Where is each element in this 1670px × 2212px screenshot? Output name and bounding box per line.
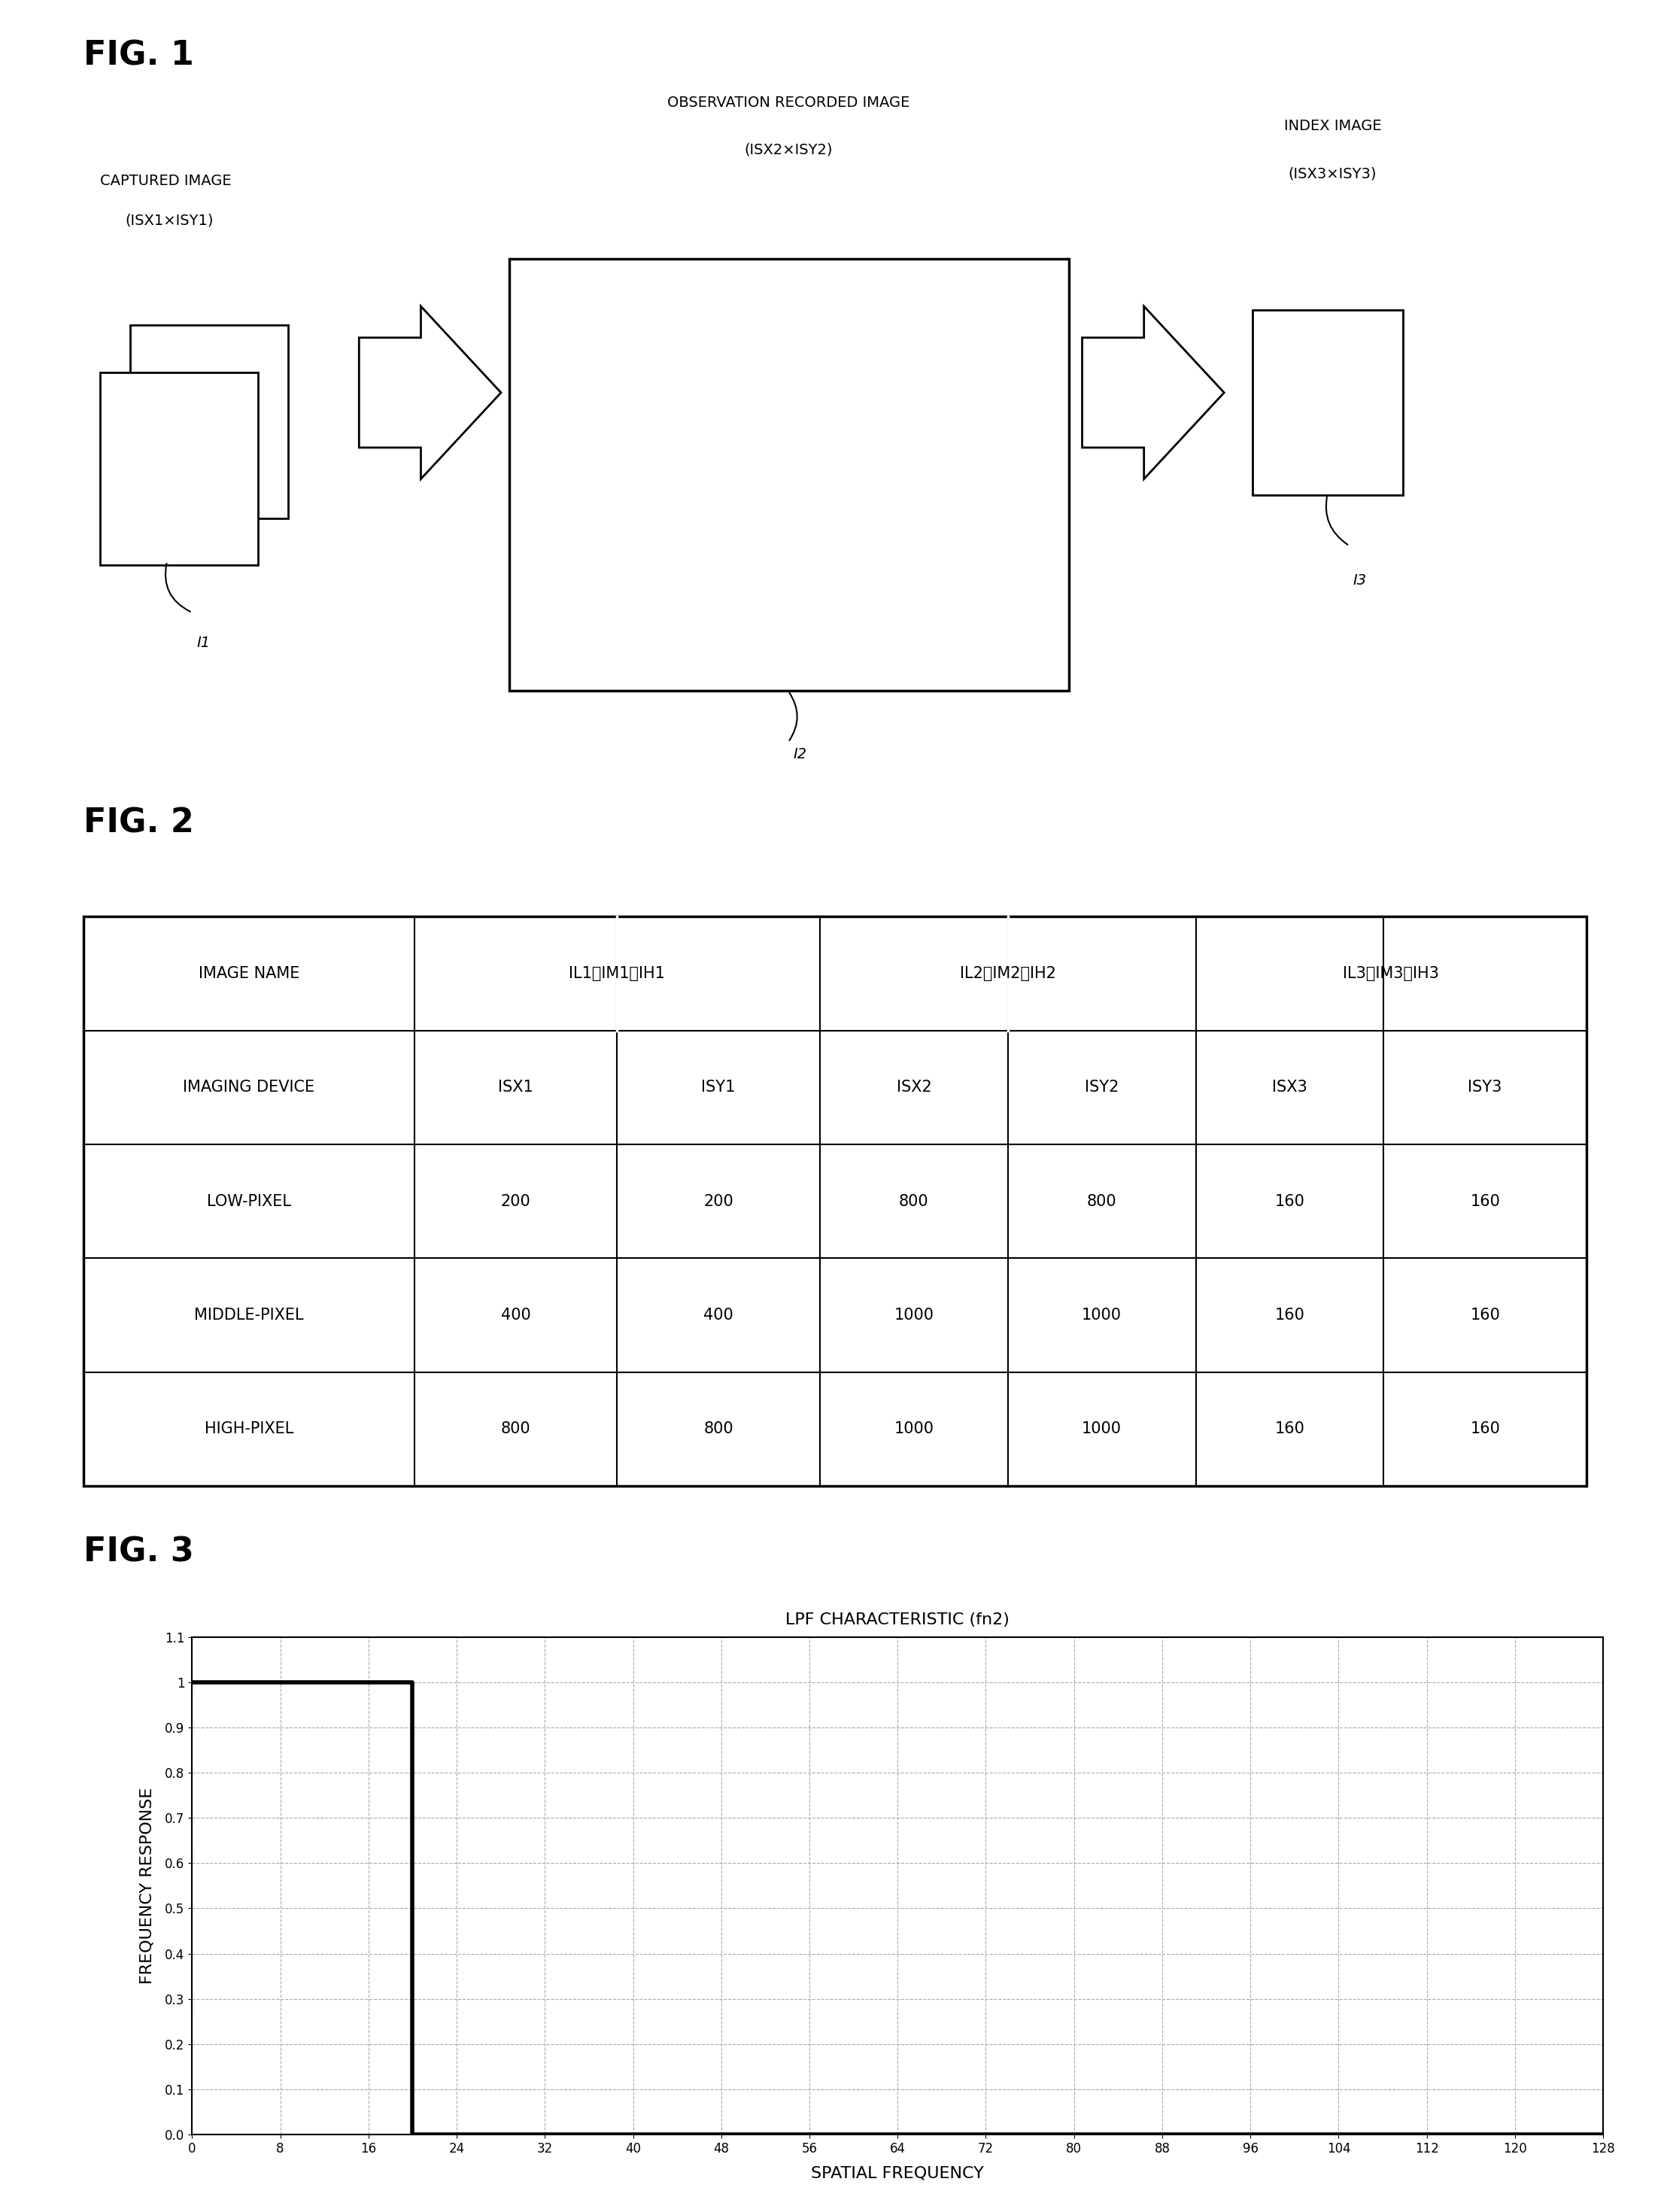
Text: 800: 800 <box>501 1422 531 1436</box>
Text: (ISX1×ISY1): (ISX1×ISY1) <box>125 212 214 228</box>
Text: 400: 400 <box>501 1307 531 1323</box>
Text: 160: 160 <box>1274 1422 1304 1436</box>
Bar <box>100 372 257 566</box>
Text: ISY2: ISY2 <box>1086 1079 1119 1095</box>
Title: LPF CHARACTERISTIC (fn2): LPF CHARACTERISTIC (fn2) <box>785 1613 1010 1628</box>
Text: IMAGING DEVICE: IMAGING DEVICE <box>184 1079 314 1095</box>
Text: ISX3: ISX3 <box>1273 1079 1308 1095</box>
Bar <box>509 259 1069 690</box>
Text: 1000: 1000 <box>893 1422 934 1436</box>
Text: 160: 160 <box>1274 1194 1304 1210</box>
Text: INDEX IMAGE: INDEX IMAGE <box>1284 119 1381 133</box>
Text: I2: I2 <box>793 748 807 761</box>
Text: 160: 160 <box>1470 1307 1500 1323</box>
Text: I3: I3 <box>1353 573 1366 588</box>
Text: 800: 800 <box>1087 1194 1117 1210</box>
Text: 1000: 1000 <box>1082 1307 1122 1323</box>
Text: ISY1: ISY1 <box>701 1079 735 1095</box>
Text: ISY3: ISY3 <box>1468 1079 1501 1095</box>
Text: 160: 160 <box>1470 1194 1500 1210</box>
Text: 1000: 1000 <box>1082 1422 1122 1436</box>
Text: LOW-PIXEL: LOW-PIXEL <box>207 1194 291 1210</box>
Text: FIG. 1: FIG. 1 <box>84 40 194 71</box>
Bar <box>1252 310 1403 495</box>
FancyArrow shape <box>1082 305 1224 480</box>
Y-axis label: FREQUENCY RESPONSE: FREQUENCY RESPONSE <box>139 1787 154 1984</box>
Text: OBSERVATION RECORDED IMAGE: OBSERVATION RECORDED IMAGE <box>666 95 910 111</box>
Text: HIGH-PIXEL: HIGH-PIXEL <box>204 1422 294 1436</box>
Text: CAPTURED IMAGE: CAPTURED IMAGE <box>100 175 232 188</box>
Bar <box>130 325 287 518</box>
FancyArrow shape <box>359 305 501 480</box>
Text: (ISX2×ISY2): (ISX2×ISY2) <box>745 144 832 157</box>
Text: 200: 200 <box>703 1194 733 1210</box>
Text: 800: 800 <box>703 1422 733 1436</box>
Text: 800: 800 <box>898 1194 929 1210</box>
Text: 1000: 1000 <box>893 1307 934 1323</box>
Text: ISX2: ISX2 <box>897 1079 932 1095</box>
Text: 400: 400 <box>703 1307 733 1323</box>
Text: 160: 160 <box>1470 1422 1500 1436</box>
Text: (ISX3×ISY3): (ISX3×ISY3) <box>1289 166 1376 181</box>
Text: IL2，IM2，IH2: IL2，IM2，IH2 <box>960 967 1055 982</box>
Text: 160: 160 <box>1274 1307 1304 1323</box>
Text: FIG. 2: FIG. 2 <box>84 807 194 841</box>
Bar <box>84 916 1586 1486</box>
Text: IL3，IM3，IH3: IL3，IM3，IH3 <box>1343 967 1440 982</box>
Text: I1: I1 <box>197 637 210 650</box>
Text: MIDDLE-PIXEL: MIDDLE-PIXEL <box>194 1307 304 1323</box>
X-axis label: SPATIAL FREQUENCY: SPATIAL FREQUENCY <box>812 2166 984 2181</box>
Text: ISX1: ISX1 <box>498 1079 533 1095</box>
Text: IMAGE NAME: IMAGE NAME <box>199 967 299 982</box>
Text: 200: 200 <box>501 1194 531 1210</box>
Text: IL1，IM1，IH1: IL1，IM1，IH1 <box>569 967 665 982</box>
Text: FIG. 3: FIG. 3 <box>84 1535 194 1568</box>
